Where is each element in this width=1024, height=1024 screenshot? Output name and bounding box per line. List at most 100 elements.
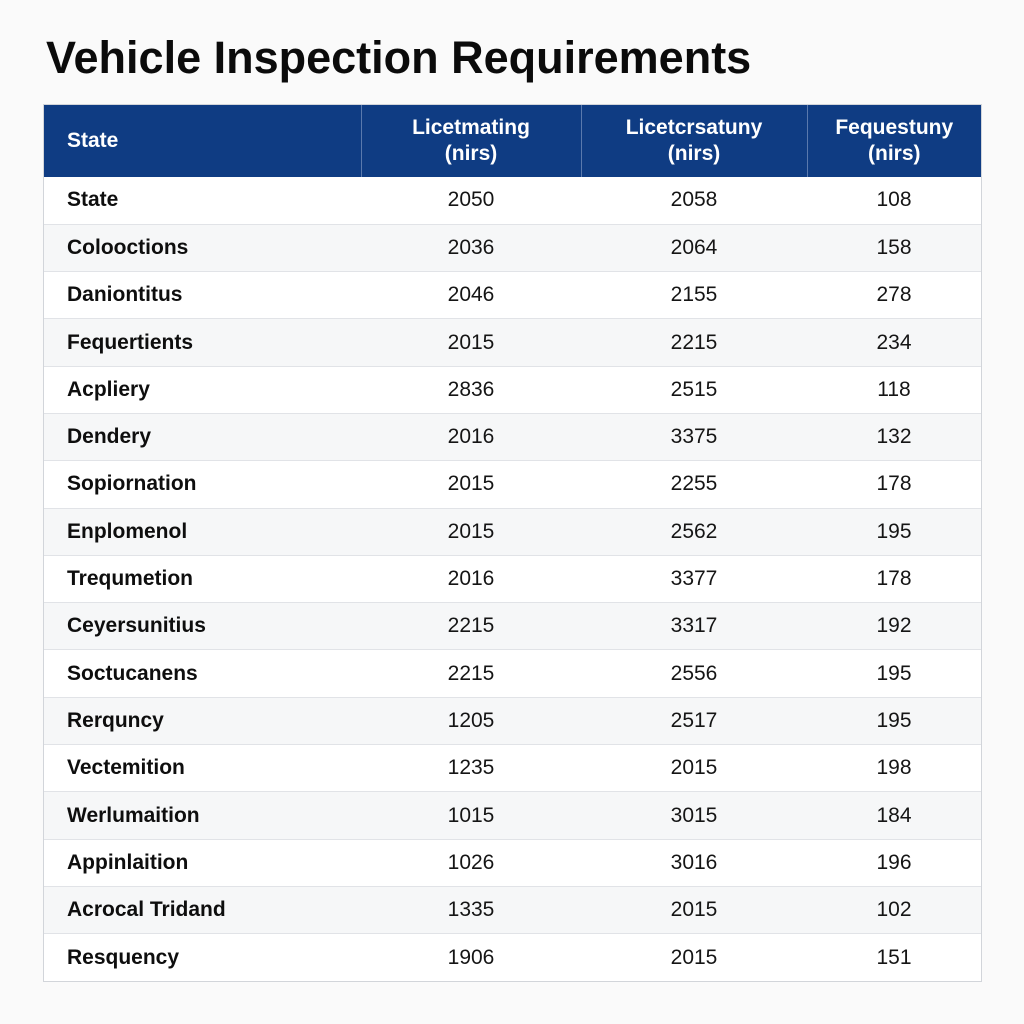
table-row: Appinlaition 1026 3016 196 — [44, 839, 981, 887]
table-row: Colooctions 2036 2064 158 — [44, 224, 981, 272]
inspection-table: State Licetmating (nirs) Licetcrsatuny (… — [44, 105, 981, 982]
cell-state-name: Vectemition — [67, 756, 185, 780]
table-row: Acrocal Tridand 1335 2015 102 — [44, 886, 981, 934]
table-row: Soctucanens 2215 2556 195 — [44, 649, 981, 698]
table-body: State 2050 2058 108 Colooctions 2036 2064 158 Da… — [44, 177, 981, 982]
cell-state-name: Werlumaition — [67, 803, 200, 827]
table-row: Werlumaition 1015 3015 184 — [44, 791, 981, 840]
cell-fequestuny: 195 — [876, 708, 912, 732]
cell-licetcrsatuny: 2058 — [670, 188, 718, 212]
cell-state-name: Trequmetion — [67, 567, 194, 591]
cell-fequestuny: 198 — [876, 756, 912, 780]
table-row: Dendery 2016 3375 132 — [44, 413, 981, 461]
cell-licetcrsatuny: 2215 — [670, 330, 718, 354]
table-row: Fequertients 2015 2215 234 — [44, 318, 981, 367]
column-header-unit: (nirs) — [868, 142, 921, 165]
table-row: Acpliery 2836 2515 118 — [44, 366, 981, 414]
cell-licetmating: 1026 — [447, 850, 495, 874]
column-header-label: Licetcrsatuny — [625, 116, 763, 139]
table-row: Sopiornation 2015 2255 178 — [44, 460, 981, 509]
cell-licetcrsatuny: 2517 — [670, 708, 718, 732]
cell-fequestuny: 178 — [876, 472, 912, 496]
cell-licetcrsatuny: 2015 — [670, 898, 718, 922]
cell-licetmating: 2050 — [447, 188, 495, 212]
column-header-licetmating: Licetmating (nirs) — [361, 105, 582, 177]
column-header-unit: (nirs) — [667, 142, 721, 165]
cell-fequestuny: 108 — [876, 188, 912, 212]
cell-licetcrsatuny: 3375 — [670, 425, 718, 449]
table-row: Resquency 1906 2015 151 — [44, 933, 981, 982]
cell-fequestuny: 151 — [876, 945, 912, 969]
cell-state-name: Rerquncy — [67, 708, 164, 732]
column-header-fequestuny: Fequestuny (nirs) — [807, 105, 981, 177]
cell-licetmating: 2015 — [447, 472, 495, 496]
cell-fequestuny: 184 — [876, 803, 912, 827]
cell-state-name: Sopiornation — [67, 472, 197, 496]
cell-fequestuny: 102 — [876, 898, 912, 922]
cell-fequestuny: 195 — [876, 661, 912, 685]
column-header-unit: (nirs) — [444, 142, 498, 165]
cell-fequestuny: 178 — [876, 567, 912, 591]
cell-licetmating: 2215 — [447, 614, 495, 638]
table-row: Ceyersunitius 2215 3317 192 — [44, 602, 981, 650]
table-row: Daniontitus 2046 2155 278 — [44, 271, 981, 319]
cell-licetcrsatuny: 2015 — [670, 756, 718, 780]
cell-fequestuny: 278 — [876, 283, 912, 307]
cell-licetcrsatuny: 3015 — [670, 803, 718, 827]
cell-licetcrsatuny: 3377 — [670, 567, 718, 591]
cell-licetmating: 2015 — [447, 330, 495, 354]
cell-licetmating: 1335 — [447, 898, 495, 922]
cell-licetmating: 2836 — [447, 377, 495, 401]
cell-state-name: Resquency — [67, 945, 180, 969]
cell-state-name: Appinlaition — [67, 850, 189, 874]
table-header: State Licetmating (nirs) Licetcrsatuny (… — [44, 105, 981, 177]
page-title: Vehicle Inspection Requirements — [46, 32, 752, 83]
cell-licetmating: 2036 — [447, 235, 495, 259]
cell-state-name: Colooctions — [67, 235, 189, 259]
cell-fequestuny: 132 — [876, 425, 912, 449]
cell-licetmating: 2046 — [447, 283, 495, 307]
table-header-row: State Licetmating (nirs) Licetcrsatuny (… — [44, 105, 981, 177]
table-row: State 2050 2058 108 — [44, 177, 981, 225]
cell-fequestuny: 196 — [876, 850, 912, 874]
column-header-state: State — [44, 105, 362, 177]
cell-fequestuny: 234 — [876, 330, 912, 354]
column-header-label: Fequestuny — [835, 116, 954, 139]
cell-state-name: Dendery — [67, 425, 152, 449]
table-row: Enplomenol 2015 2562 195 — [44, 508, 981, 556]
cell-licetcrsatuny: 2015 — [670, 945, 718, 969]
cell-licetmating: 1235 — [447, 756, 495, 780]
cell-state-name: Acrocal Tridand — [67, 898, 226, 922]
cell-state-name: Enplomenol — [67, 519, 188, 543]
cell-licetmating: 1015 — [447, 803, 495, 827]
cell-licetcrsatuny: 2255 — [670, 472, 718, 496]
cell-state-name: Ceyersunitius — [67, 614, 206, 638]
table-row: Trequmetion 2016 3377 178 — [44, 555, 981, 603]
cell-state-name: Fequertients — [67, 330, 194, 354]
cell-fequestuny: 195 — [876, 519, 912, 543]
column-header-label: Licetmating — [412, 116, 530, 139]
cell-licetmating: 1205 — [447, 708, 495, 732]
cell-licetcrsatuny: 2515 — [670, 377, 718, 401]
table-row: Rerquncy 1205 2517 195 — [44, 697, 981, 745]
inspection-table-container: State Licetmating (nirs) Licetcrsatuny (… — [43, 104, 982, 983]
cell-licetcrsatuny: 2556 — [670, 661, 718, 685]
column-header-licetcrsatuny: Licetcrsatuny (nirs) — [581, 105, 808, 177]
cell-licetmating: 2016 — [447, 425, 495, 449]
cell-licetcrsatuny: 3016 — [670, 850, 718, 874]
cell-fequestuny: 192 — [876, 614, 912, 638]
cell-state-name: Daniontitus — [67, 283, 183, 307]
cell-licetcrsatuny: 2155 — [670, 283, 718, 307]
cell-fequestuny: 158 — [876, 235, 912, 259]
cell-licetcrsatuny: 2562 — [670, 519, 718, 543]
cell-licetmating: 2015 — [447, 519, 495, 543]
cell-state-name: Soctucanens — [67, 661, 198, 685]
cell-licetmating: 1906 — [447, 945, 495, 969]
cell-licetmating: 2215 — [447, 661, 495, 685]
cell-state-name: Acpliery — [67, 377, 150, 401]
cell-licetcrsatuny: 3317 — [670, 614, 718, 638]
table-row: Vectemition 1235 2015 198 — [44, 744, 981, 792]
cell-licetmating: 2016 — [447, 567, 495, 591]
cell-state-name: State — [67, 188, 119, 212]
cell-licetcrsatuny: 2064 — [670, 235, 718, 259]
